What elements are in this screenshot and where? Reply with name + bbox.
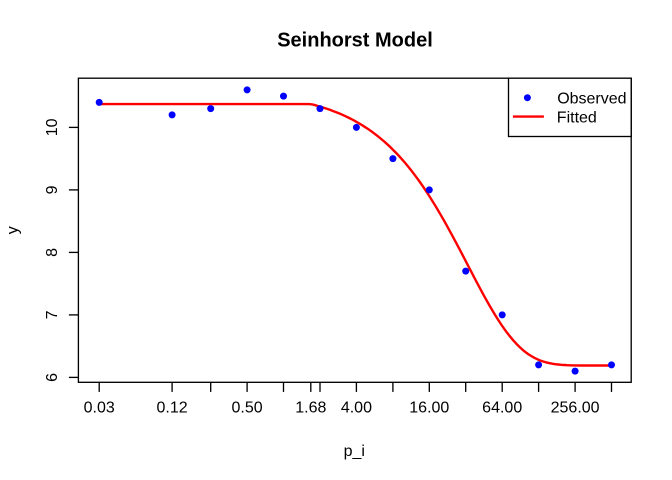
svg-text:7: 7 [44, 310, 61, 319]
svg-text:Observed: Observed [557, 91, 626, 108]
svg-text:256.00: 256.00 [551, 400, 600, 417]
svg-text:16.00: 16.00 [409, 400, 449, 417]
svg-text:Fitted: Fitted [557, 109, 597, 126]
svg-text:6: 6 [44, 373, 61, 382]
svg-text:4.00: 4.00 [341, 400, 372, 417]
svg-text:Seinhorst Model: Seinhorst Model [277, 30, 433, 52]
svg-text:10: 10 [44, 118, 61, 136]
svg-text:8: 8 [44, 248, 61, 257]
svg-text:1.68: 1.68 [295, 400, 326, 417]
svg-text:9: 9 [44, 185, 61, 194]
svg-text:p_i: p_i [344, 443, 365, 460]
svg-text:y: y [5, 226, 22, 234]
svg-text:0.12: 0.12 [157, 400, 188, 417]
svg-text:64.00: 64.00 [482, 400, 522, 417]
svg-text:0.03: 0.03 [84, 400, 115, 417]
svg-text:0.50: 0.50 [232, 400, 263, 417]
